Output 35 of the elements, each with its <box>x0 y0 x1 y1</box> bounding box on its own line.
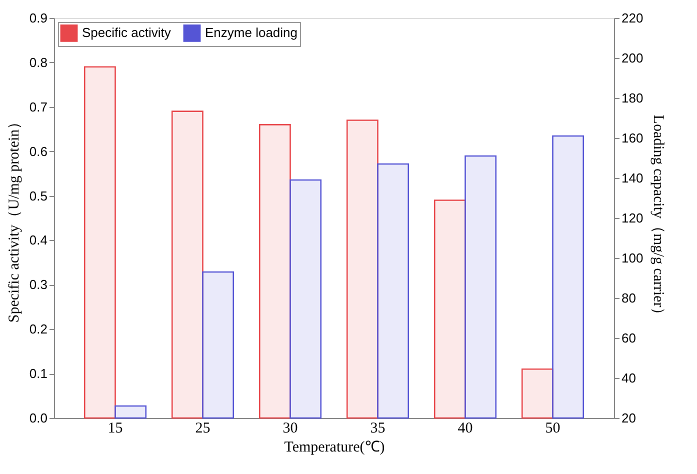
y2-tick-label: 180 <box>622 90 644 106</box>
y-tick-label: 0.0 <box>29 410 48 426</box>
x-tick-label: 40 <box>458 420 473 436</box>
bar <box>521 368 554 419</box>
y2-tick-label: 80 <box>622 290 636 306</box>
y2-tick-label: 220 <box>622 10 644 26</box>
x-axis-title: Temperature(℃) <box>284 440 385 456</box>
x-tick-label: 25 <box>195 420 210 436</box>
x-tick-label: 15 <box>108 420 123 436</box>
legend-label: Specific activity <box>82 25 172 40</box>
y2-tick-label: 120 <box>622 210 644 226</box>
y2-tick-label: 40 <box>622 370 636 386</box>
y2-tick-label: 100 <box>622 250 644 266</box>
y2-tick-label: 200 <box>622 50 644 66</box>
y-tick-label: 0.6 <box>29 144 48 159</box>
y-tick-label: 0.2 <box>29 322 48 337</box>
y-tick-label: 0.1 <box>29 366 48 382</box>
x-tick-label: 50 <box>545 420 560 436</box>
x-tick-label: 35 <box>370 420 386 436</box>
y-axis-title: Specific activity（U/mg protein） <box>6 114 22 323</box>
bar <box>84 66 116 419</box>
bar <box>171 110 204 419</box>
y2-axis-title: Loading capacity（mg/g carrier） <box>650 114 666 322</box>
y2-tick-label: 140 <box>622 170 644 186</box>
y-tick-label: 0.7 <box>29 99 48 114</box>
y-tick-label: 0.9 <box>29 10 48 26</box>
legend-label: Enzyme loading <box>205 25 298 40</box>
y-tick-label: 0.4 <box>29 232 48 248</box>
y2-tick-label: 20 <box>622 410 636 426</box>
x-tick-label: 30 <box>282 420 298 436</box>
y-tick-label: 0.8 <box>29 54 48 70</box>
y2-tick-label: 160 <box>622 130 644 146</box>
y-tick-label: 0.5 <box>29 188 48 204</box>
y-tick-label: 0.3 <box>29 277 48 292</box>
y2-tick-label: 60 <box>622 330 636 346</box>
